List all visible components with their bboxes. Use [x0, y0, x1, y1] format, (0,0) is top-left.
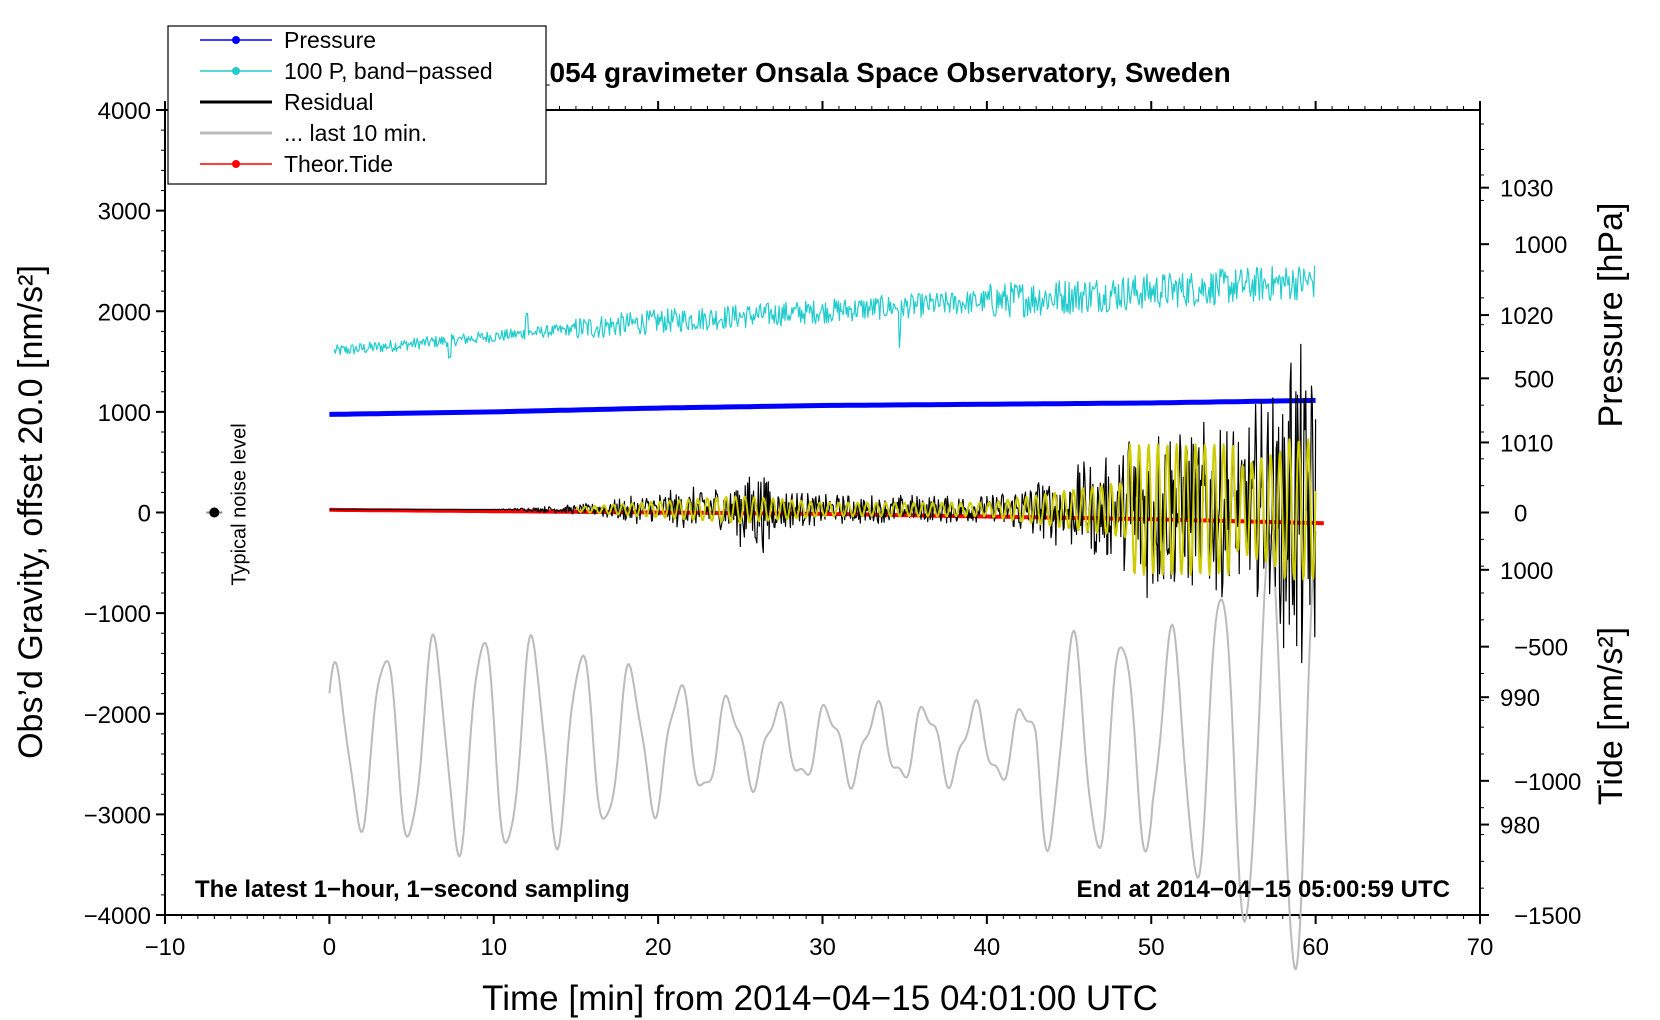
- x-tick-label: 50: [1138, 934, 1165, 961]
- y-axis-label: Obs’d Gravity, offset 20.0 [nm/s²]: [12, 265, 50, 759]
- y-tick-label: 3000: [98, 199, 151, 226]
- tide-axis-label: Tide [nm/s²]: [1592, 627, 1630, 805]
- x-tick-label: 20: [645, 934, 672, 961]
- legend-marker: [232, 160, 240, 168]
- noise-level-dot: [209, 507, 220, 518]
- x-tick-label: −10: [145, 934, 186, 961]
- legend-label: 100 P, band−passed: [284, 58, 493, 84]
- y-tick-label: 2000: [98, 299, 151, 326]
- series-last-10-min: [328, 531, 1317, 971]
- legend-marker: [232, 36, 240, 44]
- series-pressure: [329, 397, 1316, 417]
- pressure-tick-label: 980: [1500, 813, 1540, 840]
- x-tick-label: 10: [480, 934, 507, 961]
- tide-tick-label: −500: [1514, 635, 1568, 662]
- tick-labels: −10 0 10 20 30 40 50 60 7040003000200010000−1000…: [84, 98, 1582, 961]
- legend-marker: [232, 67, 240, 75]
- annotation-bottom-right: End at 2014−04−15 05:00:59 UTC: [1076, 876, 1450, 903]
- y-tick-label: −4000: [84, 903, 151, 930]
- legend: Pressure 100 P, band−passed Residual ... la…: [167, 25, 547, 185]
- pressure-tick-label: 1030: [1500, 176, 1553, 203]
- x-tick-label: 0: [323, 934, 336, 961]
- tide-tick-label: 500: [1514, 366, 1554, 393]
- legend-label: Pressure: [284, 27, 376, 53]
- legend-box: [167, 25, 547, 185]
- pressure-tick-label: 1020: [1500, 303, 1553, 330]
- chart-title: SCG_054 gravimeter Onsala Space Observat…: [473, 57, 1230, 88]
- y-tick-label: −2000: [84, 702, 151, 729]
- y-tick-label: 4000: [98, 98, 151, 125]
- x-tick-label: 70: [1467, 934, 1494, 961]
- annotation-bottom-left: The latest 1−hour, 1−second sampling: [195, 876, 630, 903]
- pressure-tick-label: 990: [1500, 685, 1540, 712]
- pressure-axis-label: Pressure [hPa]: [1592, 203, 1630, 428]
- y-tick-label: −3000: [84, 802, 151, 829]
- legend-label: ... last 10 min.: [284, 120, 427, 146]
- tide-tick-label: 0: [1514, 501, 1527, 528]
- x-axis-label: Time [min] from 2014−04−15 04:01:00 UTC: [482, 979, 1158, 1018]
- x-tick-label: 30: [809, 934, 836, 961]
- tide-tick-label: 1000: [1514, 232, 1567, 259]
- y-tick-label: −1000: [84, 601, 151, 628]
- y-tick-label: 0: [138, 501, 151, 528]
- legend-label: Residual: [284, 89, 374, 115]
- tide-tick-label: −1500: [1514, 903, 1581, 930]
- legend-entries: Pressure 100 P, band−passed Residual ... la…: [200, 27, 493, 177]
- legend-label: Theor.Tide: [284, 151, 393, 177]
- x-tick-label: 40: [974, 934, 1001, 961]
- series-layer: [328, 265, 1324, 971]
- pressure-tick-label: 1010: [1500, 430, 1553, 457]
- x-tick-label: 60: [1302, 934, 1329, 961]
- series-residual: [329, 343, 1317, 664]
- series-residual-smoothed: [575, 438, 1317, 581]
- tide-tick-label: −1000: [1514, 769, 1581, 796]
- noise-marker: Typical noise level: [206, 423, 250, 586]
- y-tick-label: 1000: [98, 400, 151, 427]
- noise-label: Typical noise level: [228, 423, 250, 585]
- pressure-tick-label: 1000: [1500, 558, 1553, 585]
- series-pressure-band-passed: [333, 265, 1316, 359]
